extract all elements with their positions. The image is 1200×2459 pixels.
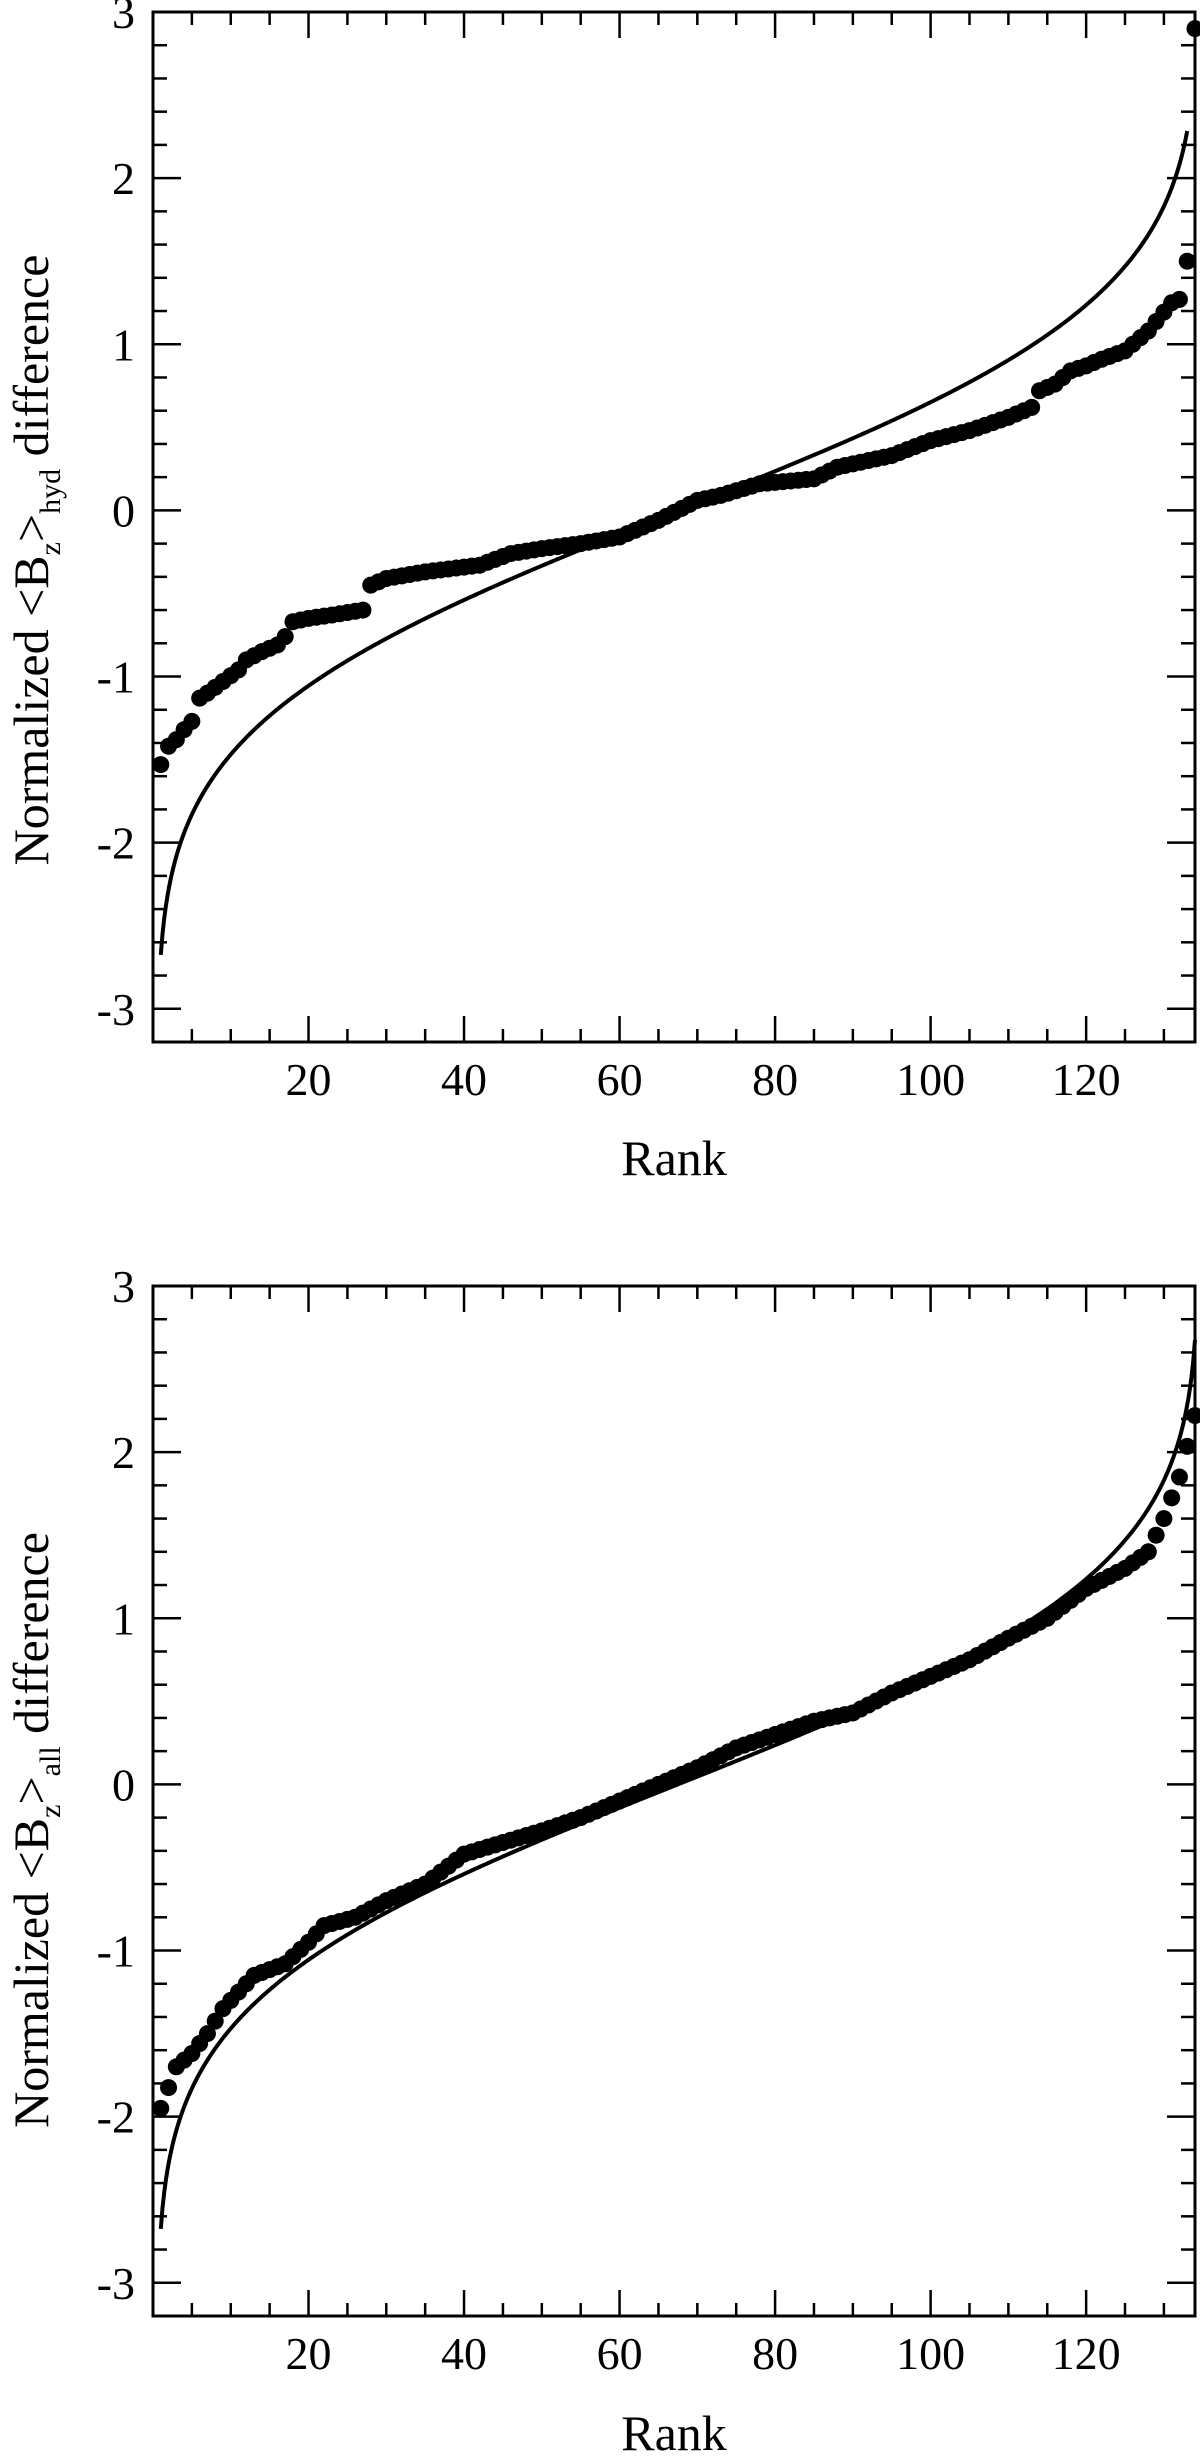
data-point [1170,290,1188,308]
plot-frame [151,1284,1197,2318]
x-tick-label: 60 [597,1054,643,1105]
tick-marks [153,10,1195,1044]
data-point [1186,20,1200,38]
x-tick-label: 20 [286,1054,332,1105]
tick-marks [153,1284,1195,2318]
data-point [160,2079,178,2097]
x-tick-labels: 20 40 60 80 100 120 [286,1054,1121,1105]
y-tick-label: -1 [97,1926,135,1977]
data-points [152,20,1200,774]
y-tick-label: 1 [112,1593,135,1644]
plot-frame [151,10,1197,1044]
y-tick-labels: -3 -2 -1 0 1 2 3 [97,1261,135,2309]
bottom-panel: 20 40 60 80 100 120 -3 -2 -1 0 1 2 3 Rank Normalize… [3,1261,1200,2459]
data-point [198,2025,216,2043]
x-tick-label: 40 [441,1054,487,1105]
y-tick-label: -2 [97,818,135,869]
y-tick-label: -2 [97,2092,135,2143]
data-point [1163,1489,1181,1507]
y-tick-label: 0 [112,485,135,536]
y-axis-label: Normalized <Bz>hyd difference [3,255,67,866]
data-point [354,601,372,619]
y-tick-label: 3 [112,0,135,38]
data-points [152,1407,1200,2117]
x-tick-labels: 20 40 60 80 100 120 [286,2328,1121,2379]
y-tick-label: -1 [97,652,135,703]
x-tick-label: 80 [752,2328,798,2379]
x-tick-label: 80 [752,1054,798,1105]
y-tick-labels: -3 -2 -1 0 1 2 3 [97,0,135,1035]
y-axis-label: Normalized <Bz>all difference [3,1532,67,2128]
y-tick-label: 3 [112,1261,135,1312]
data-point [152,2099,170,2117]
x-tick-label: 120 [1052,1054,1121,1105]
x-tick-label: 120 [1052,2328,1121,2379]
data-point [1155,1510,1173,1528]
data-point [1178,252,1196,270]
y-tick-label: 2 [112,1427,135,1478]
y-tick-label: 0 [112,1759,135,1810]
data-point [152,756,170,774]
data-point [206,2012,224,2030]
data-point [1186,1407,1200,1425]
x-tick-label: 60 [597,2328,643,2379]
y-tick-label: 2 [112,153,135,204]
x-tick-label: 100 [896,1054,965,1105]
x-axis-label: Rank [621,2405,727,2459]
x-axis-label: Rank [621,1130,727,1186]
y-tick-label: -3 [97,984,135,1035]
y-tick-label: 1 [112,319,135,370]
data-point [1178,1437,1196,1455]
top-panel: 20 40 60 80 100 120 -3 -2 -1 0 1 2 3 Rank Normalize… [3,0,1200,1186]
y-tick-label: -3 [97,2258,135,2309]
data-point [1170,1468,1188,1486]
data-point [1147,1526,1165,1544]
x-tick-label: 40 [441,2328,487,2379]
data-point [1023,398,1041,416]
data-point [1139,1543,1157,1561]
data-point [183,712,201,730]
x-tick-label: 100 [896,2328,965,2379]
x-tick-label: 20 [286,2328,332,2379]
data-point [276,628,294,646]
